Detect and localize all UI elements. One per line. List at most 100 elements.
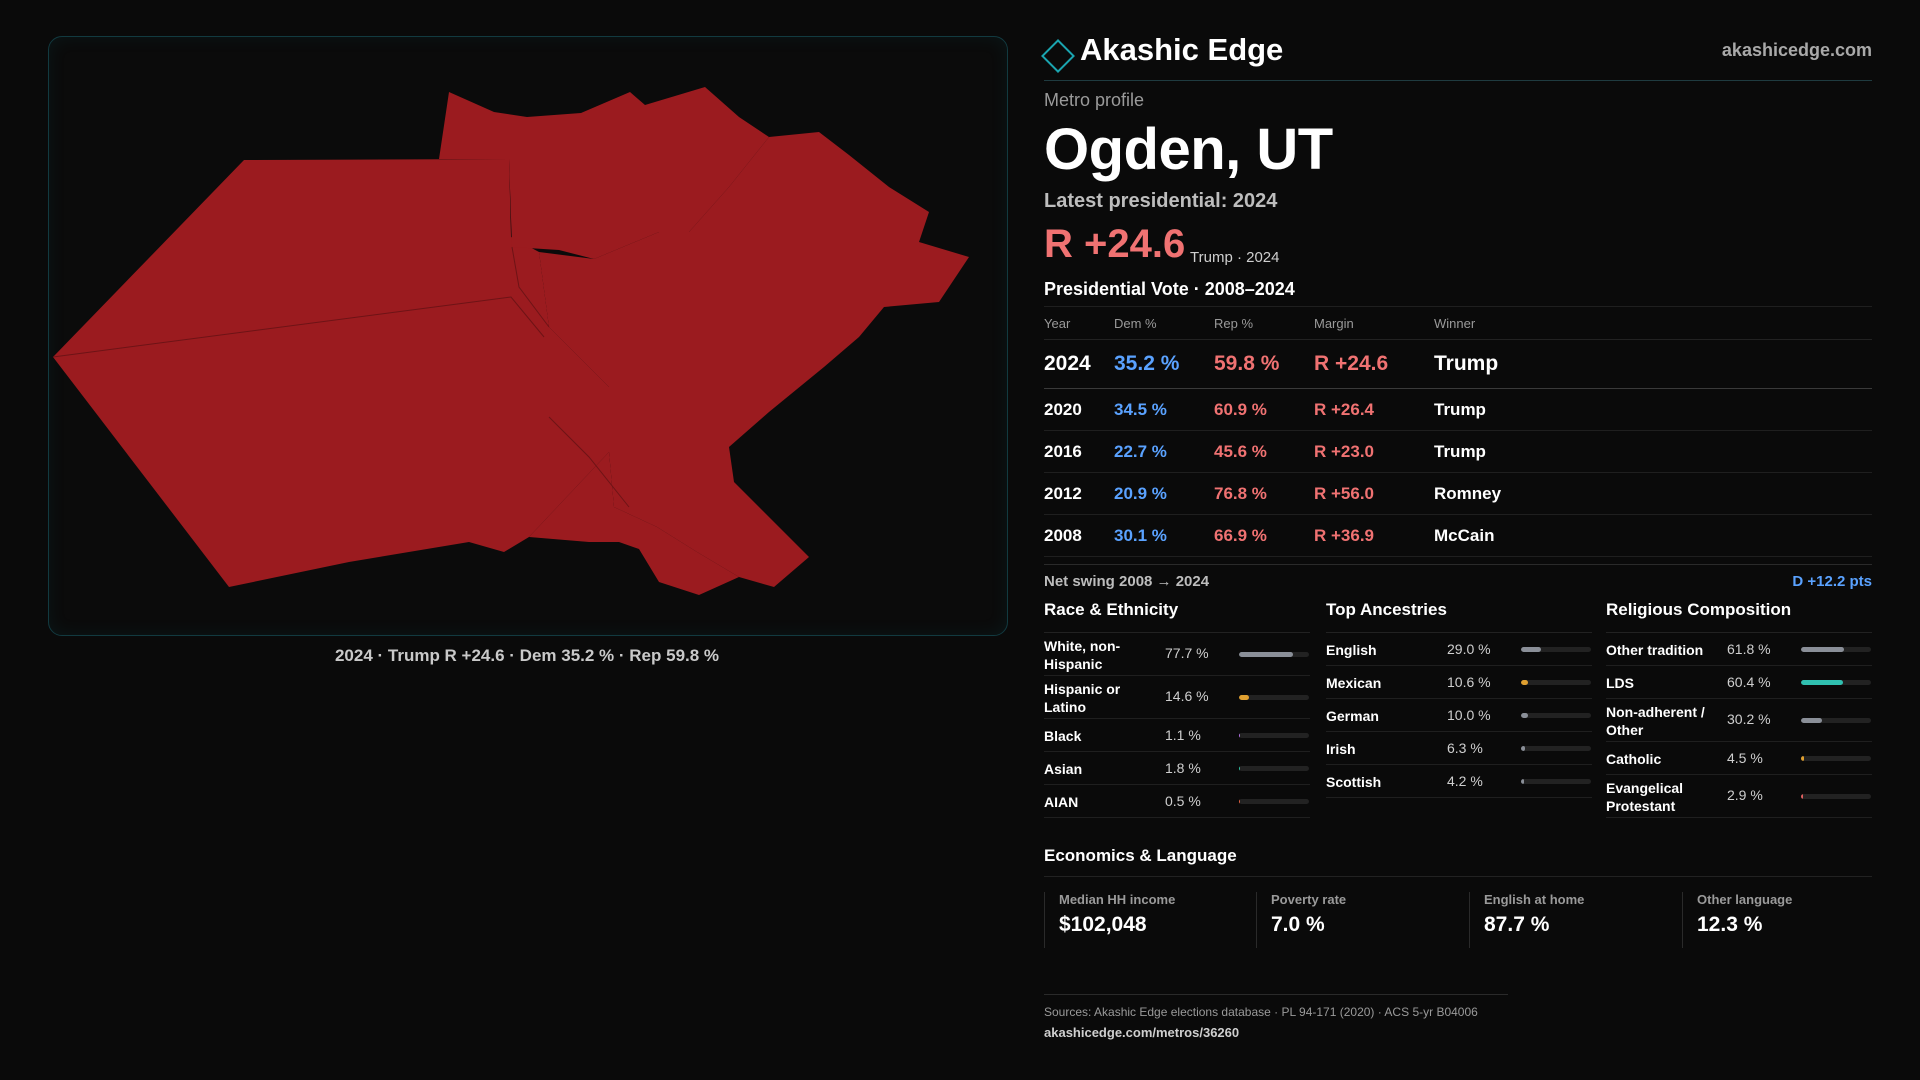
map-caption: 2024 · Trump R +24.6 · Dem 35.2 % · Rep … [334,646,720,665]
item-bar-track [1239,652,1309,657]
item-bar-track [1801,794,1871,799]
item-label: Other tradition [1606,642,1704,658]
list-item: AIAN 0.5 % [1044,785,1310,818]
item-bar-track [1239,695,1309,700]
item-percent: 6.3 % [1447,740,1483,756]
econ-cell-other-language: Other language 12.3 % [1682,892,1887,948]
row-dem: 34.5 % [1114,400,1167,419]
row-winner: Trump [1434,442,1486,461]
metro-map[interactable] [48,36,1008,636]
row-margin: R +26.4 [1314,400,1375,419]
sources-footer: Sources: Akashic Edge elections database… [1044,994,1508,1040]
metro-map-shapes [53,87,969,595]
row-margin: R +24.6 [1314,352,1389,375]
row-dem: 35.2 % [1114,352,1180,375]
item-bar-fill [1239,766,1241,771]
brand-name[interactable]: Akashic Edge [1080,32,1284,67]
item-percent: 1.1 % [1165,727,1201,743]
map-region-east [539,132,969,587]
page-title: Ogden, UT [1044,117,1333,182]
map-region-south [529,452,739,595]
list-item: Hispanic or Latino 14.6 % [1044,676,1310,719]
econ-cell-poverty: Poverty rate 7.0 % [1256,892,1461,948]
list-item: Mexican 10.6 % [1326,666,1592,699]
item-bar-track [1521,680,1591,685]
sources-url-link[interactable]: akashicedge.com/metros/36260 [1044,1025,1240,1040]
list-item: German 10.0 % [1326,699,1592,732]
race-ethnicity-title: Race & Ethnicity [1044,600,1310,633]
item-bar-track [1801,756,1871,761]
header-dem: Dem % [1114,316,1157,331]
ancestries-section: Top Ancestries English 29.0 % Mexican 10.6 … [1326,600,1592,798]
item-label: White, non-Hispanic [1044,638,1121,672]
ancestries-list: English 29.0 % Mexican 10.6 % German 10.0 % Ir… [1326,633,1592,798]
list-item: Evangelical Protestant 2.9 % [1606,775,1872,818]
map-region-west [53,159,609,587]
row-dem: 22.7 % [1114,442,1167,461]
item-bar-fill [1521,680,1529,685]
item-label: Black [1044,728,1082,744]
latest-presidential-label: Latest presidential: 2024 [1044,190,1278,212]
economics-title: Economics & Language [1044,846,1872,877]
item-bar-fill [1521,746,1526,751]
item-percent: 61.8 % [1727,641,1771,657]
brand-url-link[interactable]: akashicedge.com [1721,40,1872,60]
net-swing-value: D +12.2 pts [1792,573,1872,590]
econ-label: Poverty rate [1271,892,1347,907]
item-bar-fill [1801,756,1805,761]
list-item: Irish 6.3 % [1326,732,1592,765]
header-rep: Rep % [1214,316,1254,331]
econ-value: 12.3 % [1697,913,1763,936]
row-winner: Trump [1434,352,1499,375]
metro-profile-panel: Akashic Edge akashicedge.com Metro profi… [1041,0,1872,1080]
profile-eyebrow: Metro profile [1044,90,1145,110]
table-row: 2012 20.9 % 76.8 % R +56.0 Romney [1044,473,1872,515]
item-bar-fill [1801,647,1845,652]
list-item: Catholic 4.5 % [1606,742,1872,775]
item-percent: 30.2 % [1727,711,1771,727]
row-rep: 45.6 % [1214,442,1267,461]
list-item: Non-adherent / Other 30.2 % [1606,699,1872,742]
item-percent: 2.9 % [1727,787,1763,803]
metro-map-svg [52,87,969,595]
row-dem: 20.9 % [1114,484,1167,503]
econ-cell-english: English at home 87.7 % [1469,892,1674,948]
item-label: Asian [1044,761,1083,777]
list-item: White, non-Hispanic 77.7 % [1044,633,1310,676]
item-label: Hispanic or Latino [1044,681,1121,715]
item-bar-fill [1239,695,1250,700]
diamond-outline-icon [1041,39,1075,73]
item-bar-track [1521,746,1591,751]
item-bar-fill [1521,647,1542,652]
item-percent: 4.2 % [1447,773,1483,789]
item-label: Non-adherent / Other [1606,704,1705,738]
list-item: Black 1.1 % [1044,719,1310,752]
list-item: Scottish 4.2 % [1326,765,1592,798]
table-row: 2008 30.1 % 66.9 % R +36.9 McCain [1044,515,1872,557]
header-winner: Winner [1434,316,1476,331]
item-bar-track [1801,680,1871,685]
brand-header: Akashic Edge akashicedge.com [1041,30,1872,81]
econ-label: Other language [1697,892,1793,907]
net-swing-row: Net swing 2008 → 2024 D +12.2 pts [1044,564,1872,595]
econ-value: 7.0 % [1271,913,1325,936]
econ-label: Median HH income [1059,892,1176,907]
item-bar-fill [1801,680,1844,685]
row-margin: R +36.9 [1314,526,1375,545]
map-boundary-lines [52,246,630,508]
item-bar-track [1239,766,1309,771]
race-ethnicity-section: Race & Ethnicity White, non-Hispanic 77.7… [1044,600,1310,818]
list-item: English 29.0 % [1326,633,1592,666]
race-ethnicity-list: White, non-Hispanic 77.7 % Hispanic or Lat… [1044,633,1310,818]
religion-title: Religious Composition [1606,600,1872,633]
religion-list: Other tradition 61.8 % LDS 60.4 % Non-adhere… [1606,633,1872,818]
header-margin: Margin [1314,316,1354,331]
item-bar-track [1521,713,1591,718]
econ-value: 87.7 % [1484,913,1550,936]
row-margin: R +23.0 [1314,442,1375,461]
item-bar-fill [1239,799,1241,804]
row-margin: R +56.0 [1314,484,1375,503]
row-rep: 76.8 % [1214,484,1267,503]
row-rep: 60.9 % [1214,400,1267,419]
table-row: 2024 35.2 % 59.8 % R +24.6 Trump [1044,340,1872,389]
